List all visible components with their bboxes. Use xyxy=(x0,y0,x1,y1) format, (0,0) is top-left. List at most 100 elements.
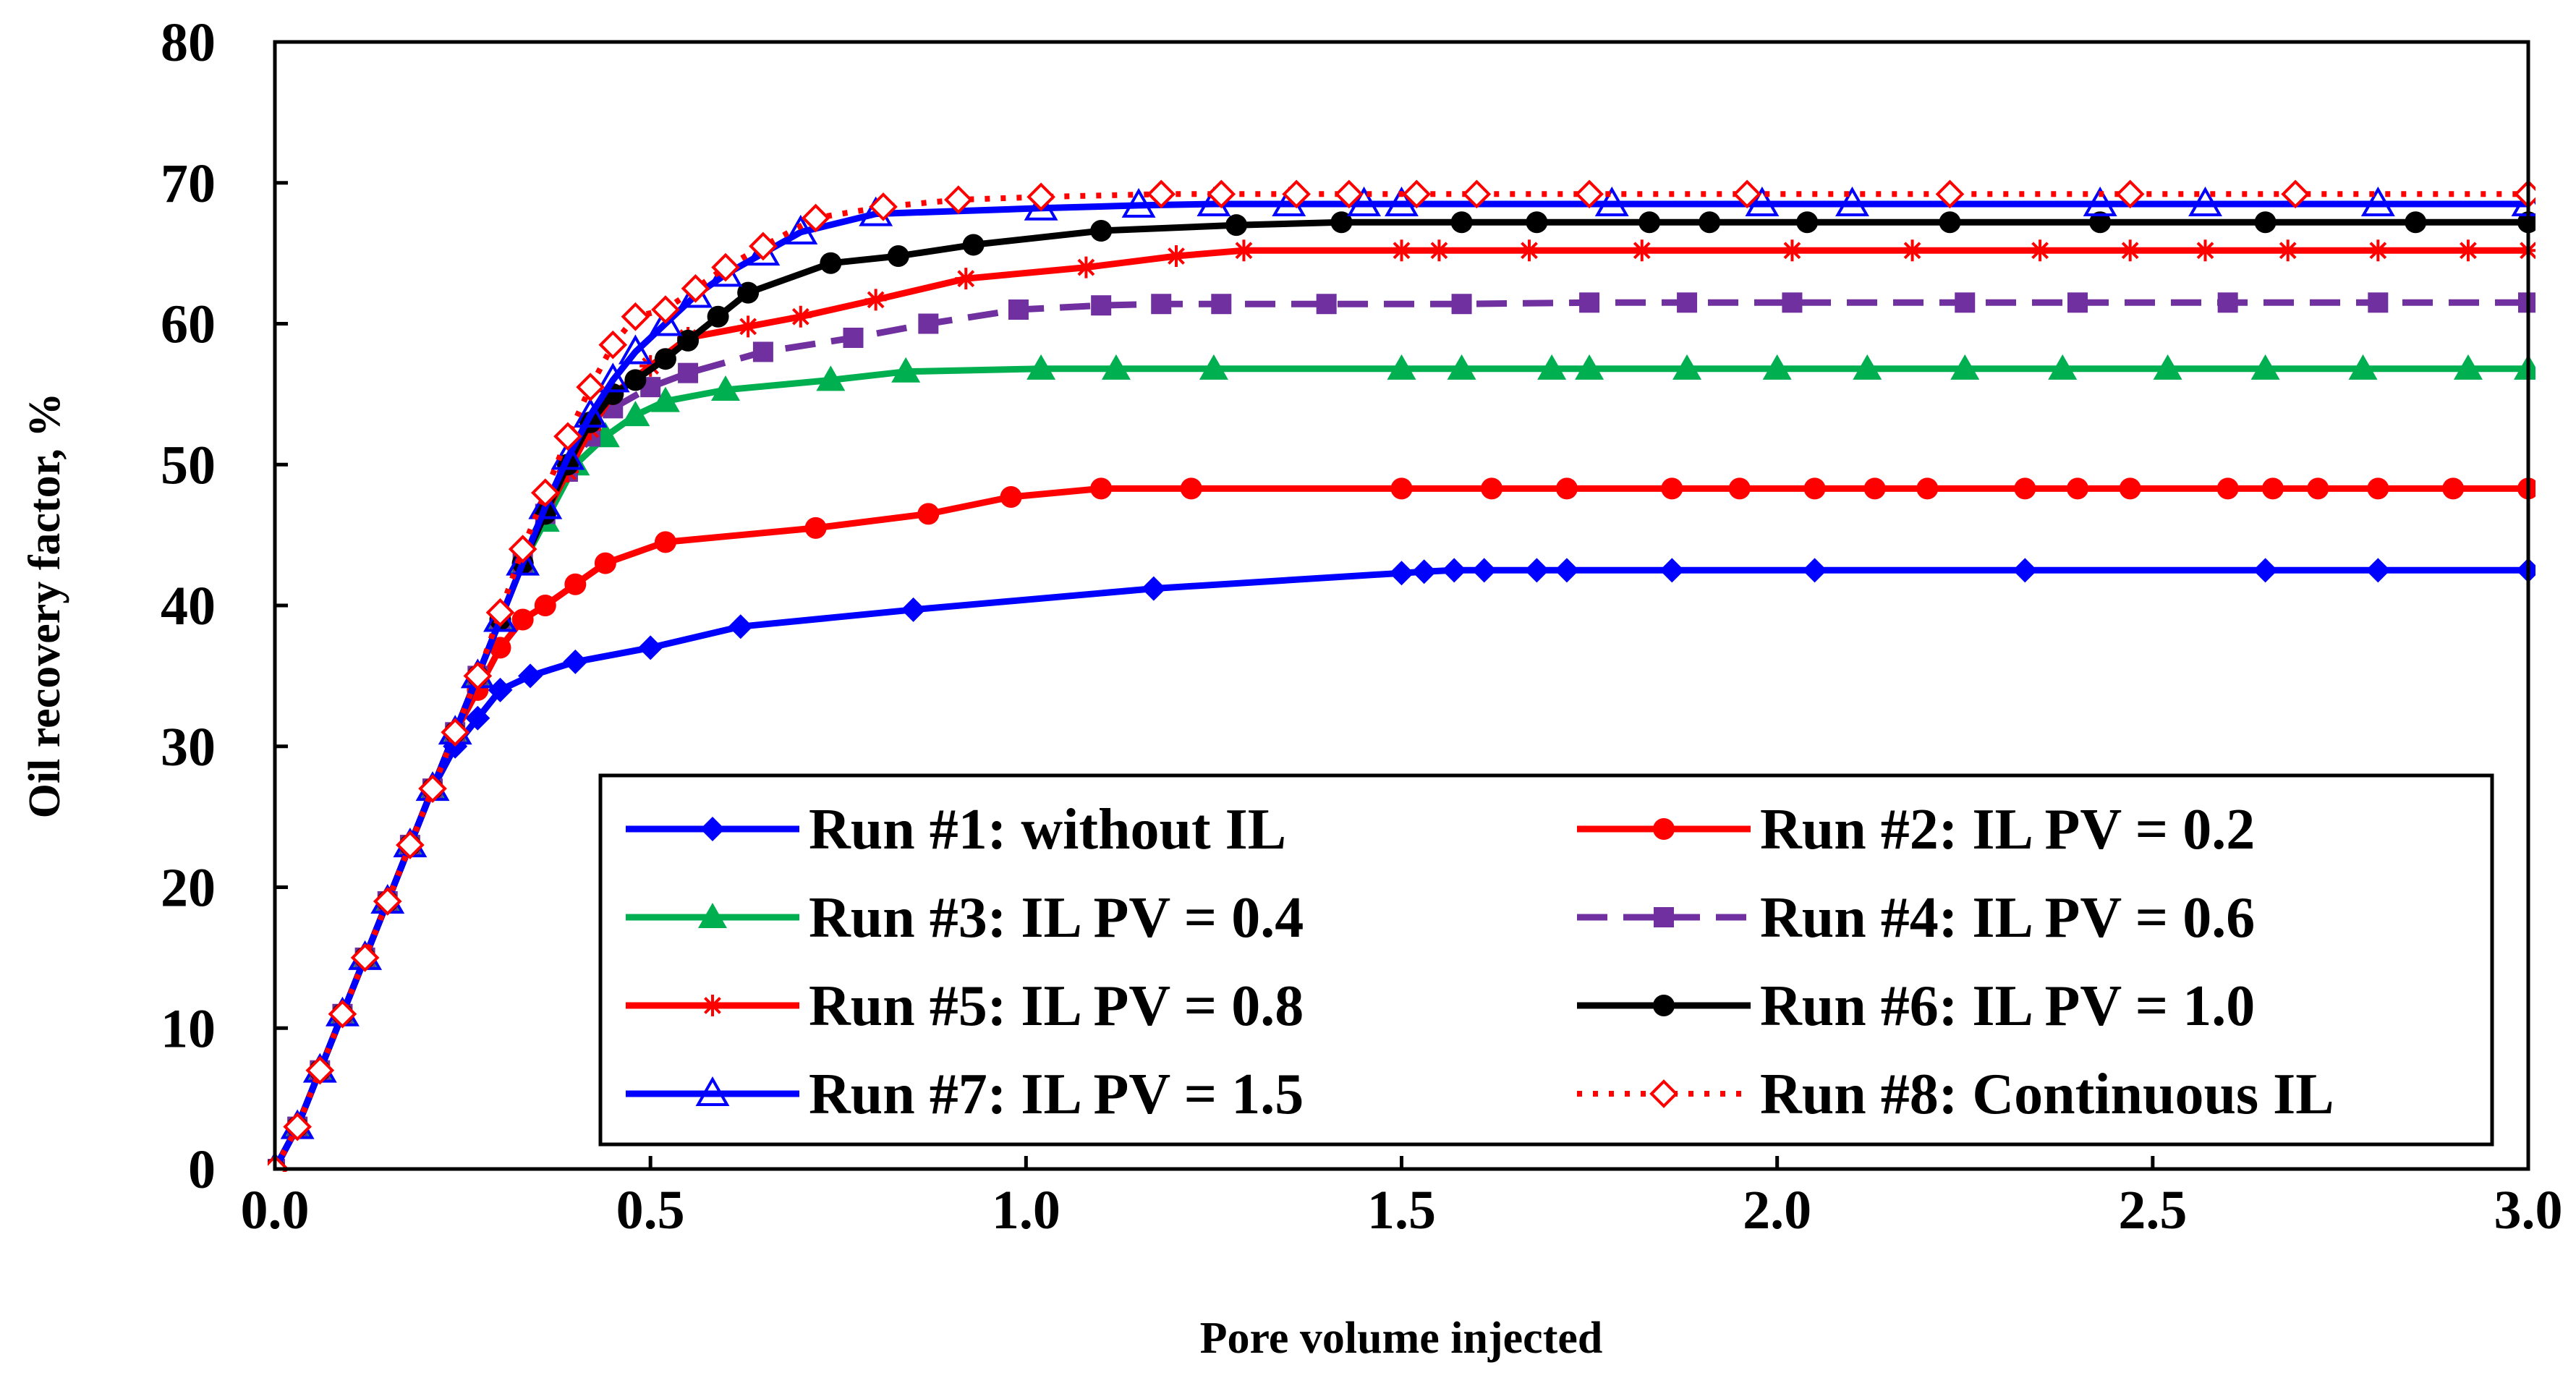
data-point xyxy=(711,252,740,282)
legend: Run #1: without IL Run #2: IL PV = 0.2 Run… xyxy=(598,773,2494,1147)
data-point xyxy=(598,330,628,360)
data-point xyxy=(681,273,710,303)
data-point xyxy=(576,373,605,401)
data-point xyxy=(648,306,683,336)
legend-swatch-marker xyxy=(1649,1079,1678,1108)
data-point xyxy=(2277,239,2299,262)
x-tick-label: 2.5 xyxy=(2118,1180,2187,1241)
data-point xyxy=(1638,211,1661,234)
data-point xyxy=(2405,211,2427,234)
data-point xyxy=(1330,211,1353,234)
data-point xyxy=(1661,477,1683,500)
data-point xyxy=(2365,558,2391,583)
data-point xyxy=(1390,239,1413,262)
data-point xyxy=(465,705,490,731)
data-point xyxy=(283,1112,312,1141)
data-point xyxy=(621,401,650,427)
data-point xyxy=(2254,211,2277,234)
legend-swatch-marker xyxy=(1653,818,1675,840)
data-point xyxy=(1387,354,1416,380)
legend-item-run-5-il-pv-0-8: Run #5: IL PV = 0.8 xyxy=(626,974,1304,1038)
legend-swatch-marker xyxy=(698,903,727,928)
legend-swatch-marker xyxy=(700,817,725,841)
data-point xyxy=(1781,239,1803,262)
data-point xyxy=(1211,294,1232,315)
legend-label: Run #6: IL PV = 1.0 xyxy=(1760,974,2255,1038)
series-run-8-continuous-il xyxy=(268,179,2535,1172)
data-point xyxy=(1075,256,1097,279)
data-point xyxy=(1151,294,1172,315)
y-tick-label: 30 xyxy=(161,717,216,778)
legend-label: Run #3: IL PV = 0.4 xyxy=(809,886,1304,950)
data-point xyxy=(553,422,582,451)
data-point xyxy=(1782,292,1803,313)
data-point xyxy=(1447,354,1476,380)
data-point xyxy=(1481,477,1503,500)
data-point xyxy=(1026,182,1055,212)
data-point xyxy=(1745,186,1780,216)
data-point xyxy=(2253,558,2278,583)
data-point xyxy=(396,830,425,859)
y-tick-label: 60 xyxy=(161,294,216,355)
data-point xyxy=(654,531,676,553)
legend-label: Run #4: IL PV = 0.6 xyxy=(1760,886,2255,950)
legend-item-run-3-il-pv-0-4: Run #3: IL PV = 0.4 xyxy=(626,886,1304,950)
data-point xyxy=(2368,292,2389,313)
data-point xyxy=(1939,211,1961,234)
data-point xyxy=(944,185,973,214)
data-point xyxy=(901,597,926,622)
data-point xyxy=(2307,477,2329,500)
data-point xyxy=(1233,239,1255,262)
y-tick-label: 0 xyxy=(188,1139,216,1200)
x-tick-label: 1.0 xyxy=(992,1180,1060,1241)
data-point xyxy=(418,774,447,804)
legend-item-run-7-il-pv-1-5: Run #7: IL PV = 1.5 xyxy=(626,1063,1304,1126)
data-point xyxy=(441,718,470,747)
data-point xyxy=(1090,477,1113,500)
data-point xyxy=(1575,179,1604,209)
data-point xyxy=(820,252,842,274)
data-point xyxy=(2348,354,2378,380)
data-point xyxy=(737,281,760,304)
data-point xyxy=(1199,354,1228,380)
y-tick-label: 50 xyxy=(161,435,216,496)
data-point xyxy=(350,943,380,972)
x-tick-label: 1.5 xyxy=(1367,1180,1436,1241)
data-point xyxy=(1428,239,1450,262)
legend-swatch-marker xyxy=(1654,907,1674,927)
data-point xyxy=(1537,354,1567,380)
data-point xyxy=(801,203,830,233)
data-point xyxy=(530,478,560,508)
data-point xyxy=(2457,239,2479,262)
data-point xyxy=(1026,354,1056,380)
data-point xyxy=(2516,558,2535,583)
data-point xyxy=(891,357,921,383)
data-point xyxy=(2188,186,2222,216)
data-point xyxy=(1526,211,1548,234)
legend-swatch-marker xyxy=(1653,995,1675,1016)
data-point xyxy=(373,887,402,916)
data-point xyxy=(1955,292,1976,313)
data-point xyxy=(1390,477,1413,500)
data-point xyxy=(1733,179,1761,209)
data-point xyxy=(1316,294,1337,315)
legend-swatch-marker xyxy=(695,1076,730,1106)
data-point xyxy=(752,341,773,362)
data-point xyxy=(1803,477,1826,500)
data-point xyxy=(887,245,909,268)
data-point xyxy=(1008,299,1029,320)
y-tick-label: 70 xyxy=(161,153,216,214)
data-point xyxy=(1631,239,1653,262)
data-point xyxy=(1835,186,1869,216)
x-tick-label: 0.5 xyxy=(616,1180,685,1241)
data-point xyxy=(869,192,898,221)
data-point xyxy=(1863,477,1886,500)
data-point xyxy=(2281,179,2310,209)
legend-label: Run #1: without IL xyxy=(809,798,1286,862)
legend-item-run-1-without-il: Run #1: without IL xyxy=(626,798,1286,862)
data-point xyxy=(463,661,493,691)
data-point xyxy=(1672,354,1702,380)
data-point xyxy=(816,365,846,391)
data-point xyxy=(1207,179,1236,209)
